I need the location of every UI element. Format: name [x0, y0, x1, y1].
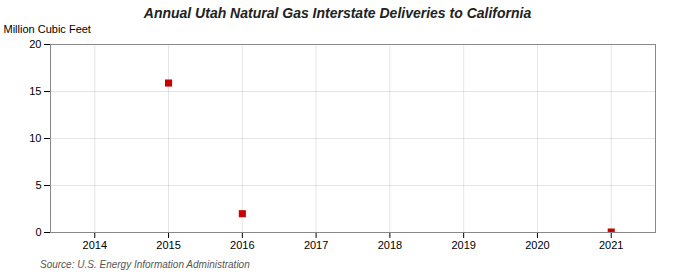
svg-text:Million Cubic Feet: Million Cubic Feet — [4, 23, 91, 35]
svg-text:2019: 2019 — [451, 239, 475, 251]
svg-text:2020: 2020 — [525, 239, 549, 251]
svg-text:10: 10 — [29, 132, 41, 144]
html-text:Source: U.S. Energy Informatio: Source: U.S. Energy Information Administ… — [40, 259, 250, 270]
html-text:Annual Utah Natural Gas Inters: Annual Utah Natural Gas Interstate Deliv… — [143, 5, 532, 21]
svg-text:2021: 2021 — [599, 239, 623, 251]
svg-text:0: 0 — [35, 226, 41, 238]
svg-text:2015: 2015 — [156, 239, 180, 251]
svg-text:2014: 2014 — [83, 239, 107, 251]
svg-text:15: 15 — [29, 85, 41, 97]
svg-text:2017: 2017 — [304, 239, 328, 251]
svg-text:5: 5 — [35, 179, 41, 191]
svg-text:20: 20 — [29, 38, 41, 50]
svg-text:2016: 2016 — [230, 239, 254, 251]
svg-text:2018: 2018 — [378, 239, 402, 251]
